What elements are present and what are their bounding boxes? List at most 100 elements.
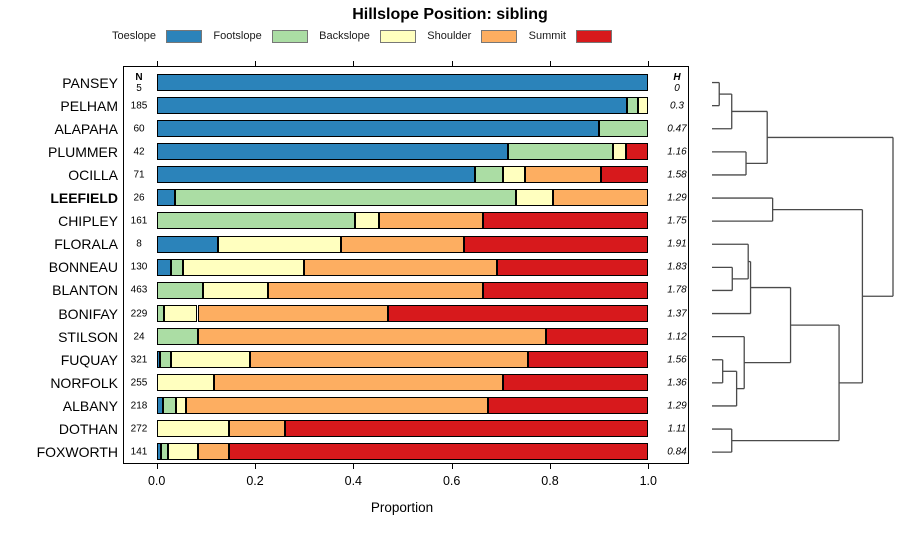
bar-segment-bonifay-summit xyxy=(388,304,649,322)
x-tick-top xyxy=(648,61,650,66)
row-label-dothan: DOTHAN xyxy=(58,421,118,438)
x-tick-bottom xyxy=(255,464,257,469)
bar-segment-bonneau-backslope xyxy=(182,258,305,276)
bar-segment-ocilla-summit xyxy=(601,166,649,184)
row-label-blanton: BLANTON xyxy=(52,282,118,299)
x-tick-top xyxy=(353,61,355,66)
bar-segment-pansey-toeslope xyxy=(156,73,649,91)
legend-item-shoulder: Shoulder xyxy=(427,29,518,43)
bar-segment-stilson-summit xyxy=(546,327,649,345)
bar-segment-albany-backslope xyxy=(175,397,186,415)
bar-segment-albany-toeslope xyxy=(156,397,163,415)
bar-segment-ocilla-toeslope xyxy=(156,166,476,184)
n-value-dothan: 272 xyxy=(130,423,148,435)
bar-segment-leefield-shoulder xyxy=(553,189,649,207)
legend-label: Backslope xyxy=(319,30,370,42)
n-value-leefield: 26 xyxy=(133,192,145,204)
h-value-bonneau: 1.83 xyxy=(667,261,687,273)
x-tick-bottom xyxy=(353,464,355,469)
legend-swatch-footslope xyxy=(271,29,308,43)
row-label-alapaha: ALAPAHA xyxy=(54,120,118,137)
row-label-florala: FLORALA xyxy=(54,236,118,253)
bar-segment-florala-shoulder xyxy=(341,235,464,253)
x-tick-bottom xyxy=(648,464,650,469)
bar-segment-bonifay-backslope xyxy=(163,304,198,322)
bar-segment-bonneau-summit xyxy=(497,258,649,276)
h-value-alapaha: 0.47 xyxy=(667,123,687,135)
legend-swatch-toeslope xyxy=(166,29,203,43)
bar-segment-fuquay-toeslope xyxy=(156,351,161,368)
bar-segment-fuquay-footslope xyxy=(160,351,171,368)
n-value-chipley: 161 xyxy=(130,215,148,227)
legend-label: Toeslope xyxy=(112,30,157,42)
bar-segment-dothan-backslope xyxy=(156,420,229,438)
bar-segment-florala-backslope xyxy=(218,235,342,253)
bar-segment-blanton-backslope xyxy=(202,281,269,299)
x-tick-top xyxy=(549,61,551,66)
bar-segment-chipley-shoulder xyxy=(379,212,484,230)
n-value-norfolk: 255 xyxy=(130,377,148,389)
bar-segment-chipley-summit xyxy=(483,212,649,230)
h-header: H xyxy=(673,71,681,83)
bar-segment-bonifay-shoulder xyxy=(197,304,389,322)
legend-swatch-backslope xyxy=(379,29,416,43)
bar-segment-leefield-toeslope xyxy=(156,189,175,207)
n-value-albany: 218 xyxy=(130,400,148,412)
n-value-plummer: 42 xyxy=(133,146,145,158)
legend-item-toeslope: Toeslope xyxy=(112,29,203,43)
h-value-foxworth: 0.84 xyxy=(667,446,687,458)
bar-segment-ocilla-backslope xyxy=(503,166,525,184)
n-value-florala: 8 xyxy=(136,238,142,250)
x-tick-label-0.6: 0.6 xyxy=(442,474,461,488)
row-label-pansey: PANSEY xyxy=(62,74,118,91)
h-value-plummer: 1.16 xyxy=(667,146,687,158)
h-value-norfolk: 1.36 xyxy=(667,377,687,389)
n-value-bonneau: 130 xyxy=(130,261,148,273)
bar-segment-bonneau-toeslope xyxy=(156,258,171,276)
legend-swatch-summit xyxy=(575,29,612,43)
n-value-alapaha: 60 xyxy=(133,123,145,135)
bar-segment-fuquay-summit xyxy=(528,351,649,368)
row-label-pelham: PELHAM xyxy=(60,97,118,114)
row-label-stilson: STILSON xyxy=(58,328,118,345)
h-value-pelham: 0.3 xyxy=(670,100,684,112)
bar-segment-pelham-footslope xyxy=(627,96,638,114)
legend-swatch-shoulder xyxy=(481,29,518,43)
bar-segment-dothan-shoulder xyxy=(228,420,286,438)
row-label-fuquay: FUQUAY xyxy=(60,351,118,368)
bar-segment-foxworth-shoulder xyxy=(198,443,230,461)
x-tick-top xyxy=(255,61,257,66)
bar-segment-chipley-backslope xyxy=(355,212,380,230)
bar-segment-foxworth-footslope xyxy=(160,443,169,461)
legend-item-summit: Summit xyxy=(528,29,612,43)
x-tick-label-0.0: 0.0 xyxy=(147,474,166,488)
bar-segment-foxworth-backslope xyxy=(168,443,199,461)
bar-segment-pelham-toeslope xyxy=(156,96,628,114)
legend: Toeslope Footslope Backslope Shoulder Summit xyxy=(112,28,612,44)
n-value-stilson: 24 xyxy=(133,331,145,343)
bar-segment-alapaha-footslope xyxy=(599,120,649,137)
x-tick-top xyxy=(156,61,158,66)
bar-segment-norfolk-shoulder xyxy=(214,374,504,392)
row-label-chipley: CHIPLEY xyxy=(58,213,118,230)
bar-segment-albany-footslope xyxy=(162,397,176,415)
bar-segment-chipley-footslope xyxy=(156,212,356,230)
n-value-fuquay: 321 xyxy=(130,354,148,366)
bar-segment-stilson-footslope xyxy=(156,327,199,345)
legend-label: Summit xyxy=(528,30,566,42)
bar-segment-florala-summit xyxy=(463,235,649,253)
row-label-bonneau: BONNEAU xyxy=(48,259,118,276)
bar-segment-fuquay-backslope xyxy=(170,351,251,368)
row-label-plummer: PLUMMER xyxy=(47,143,118,160)
x-tick-label-0.2: 0.2 xyxy=(246,474,264,488)
h-value-florala: 1.91 xyxy=(667,238,687,250)
h-value-blanton: 1.78 xyxy=(667,284,687,296)
bar-segment-dothan-summit xyxy=(285,420,649,438)
n-value-bonifay: 229 xyxy=(130,308,148,320)
bar-segment-foxworth-toeslope xyxy=(156,443,161,461)
x-tick-label-0.8: 0.8 xyxy=(541,474,559,488)
bar-segment-fuquay-shoulder xyxy=(250,351,529,368)
bar-segment-norfolk-summit xyxy=(503,374,649,392)
x-tick-label-0.4: 0.4 xyxy=(344,474,363,488)
